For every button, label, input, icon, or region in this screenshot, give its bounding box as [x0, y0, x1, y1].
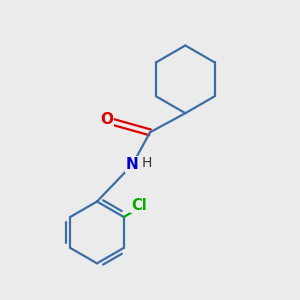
Text: N: N [126, 157, 139, 172]
Text: H: H [141, 156, 152, 170]
Text: O: O [100, 112, 113, 127]
Text: Cl: Cl [131, 198, 147, 213]
